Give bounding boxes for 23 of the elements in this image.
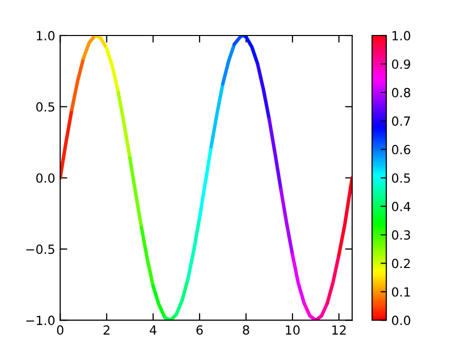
color-bar-label: 0.3	[392, 230, 410, 240]
y-tick-label: 0.0	[36, 173, 55, 183]
color-bar-label: 0.9	[392, 59, 410, 69]
color-bar-label: 0.2	[392, 258, 410, 268]
x-tick-label: 12	[332, 325, 346, 335]
x-tick-label: 4	[150, 325, 156, 335]
color-bar-label: 0.4	[392, 202, 410, 212]
x-tick-label: 2	[104, 325, 110, 335]
x-tick-label: 10	[286, 325, 300, 335]
color-bar-label: 0.1	[392, 287, 410, 297]
color-bar-label: 0.6	[392, 144, 410, 154]
color-bar-label: 0.8	[392, 88, 410, 98]
color-bar-label: 0.7	[392, 116, 410, 126]
y-tick-label: −1.0	[26, 316, 55, 326]
y-tick-label: −0.5	[26, 244, 54, 254]
x-tick-label: 6	[196, 325, 203, 335]
color-bar-label: 0.5	[392, 173, 410, 183]
y-tick-label: 0.5	[36, 102, 54, 112]
color-bar-label: 1.0	[392, 30, 410, 40]
y-tick-label: 1.0	[36, 30, 55, 40]
x-tick-label: 8	[242, 325, 250, 335]
color-bar-label: 0.0	[392, 316, 410, 326]
x-tick-label: 0	[57, 325, 64, 335]
